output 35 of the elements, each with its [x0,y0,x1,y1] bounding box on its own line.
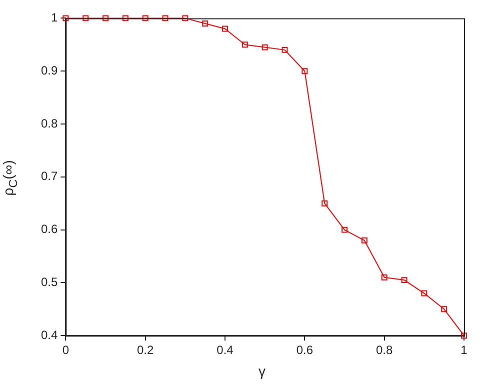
point [441,306,448,312]
point [62,15,69,22]
y-tick-label: 0.8 [40,116,58,130]
point [401,277,408,284]
y-tick-label: 0.5 [40,275,58,290]
point [202,20,208,26]
point [282,46,288,53]
point [122,15,128,22]
y-tick-label: 0.9 [40,63,58,78]
x-tick-label: 1 [460,343,468,358]
point [82,15,89,22]
point [262,44,268,50]
point [182,15,188,22]
point [142,15,148,22]
x-tick-label: 0.6 [296,343,314,358]
point [162,15,168,22]
x-tick-label: 0.2 [137,343,154,358]
point [421,290,428,296]
y-tick-label: 0.4 [40,328,58,342]
x-tick-label: 0 [62,343,70,358]
x-axis-title: γ [258,363,266,379]
x-tick-label: 0.4 [216,343,234,358]
point [242,42,248,48]
y-tick-label: 1 [50,10,58,25]
point [361,237,368,244]
point [381,274,388,280]
point [222,26,228,32]
y-tick-label: 0.7 [40,169,58,184]
point [461,332,467,339]
point [302,68,308,74]
point [102,15,108,22]
y-tick-label: 0.6 [40,222,58,236]
x-tick-label: 0.8 [376,343,393,358]
point [342,226,348,233]
point [322,200,328,206]
